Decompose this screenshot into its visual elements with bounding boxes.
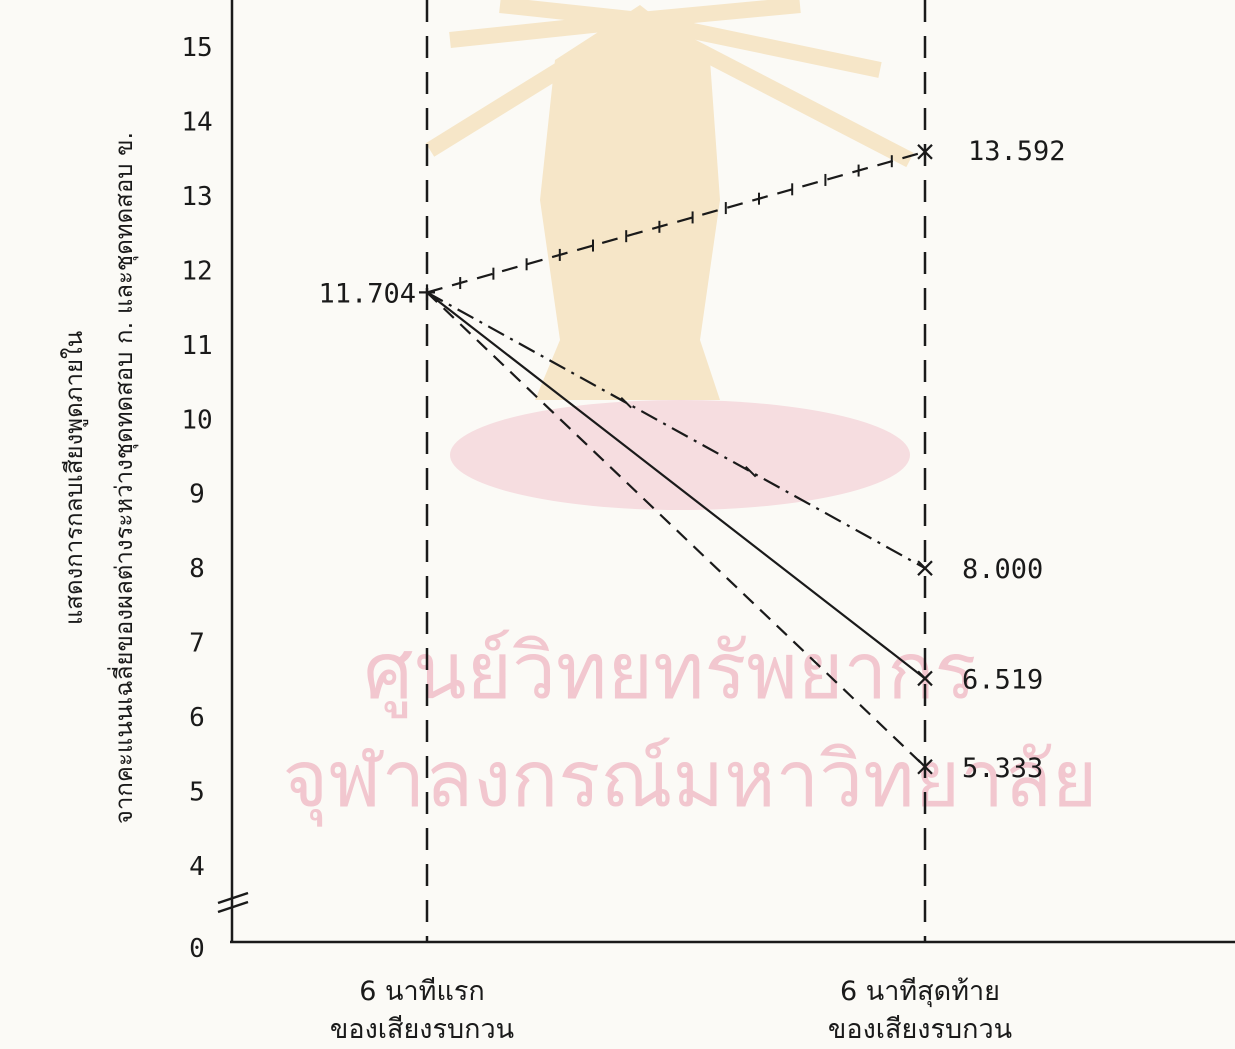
watermark-emblem-rays bbox=[425, 0, 914, 168]
y-tick-label: 11 bbox=[181, 331, 212, 361]
y-tick-label: 15 bbox=[181, 33, 212, 63]
y-tick-label: 0 bbox=[189, 934, 205, 964]
series-marker bbox=[744, 465, 757, 478]
series-line bbox=[426, 150, 926, 294]
series-end-label: 6.519 bbox=[962, 664, 1043, 695]
series-end-label: 8.000 bbox=[962, 554, 1043, 585]
y-tick-label: 6 bbox=[189, 703, 205, 733]
watermark-emblem bbox=[450, 5, 910, 510]
y-tick-label: 4 bbox=[189, 852, 205, 882]
start-point bbox=[419, 284, 435, 301]
y-tick-label: 13 bbox=[181, 182, 212, 212]
series-endpoint bbox=[917, 670, 933, 687]
x-category-label: 6 นาทีแรก bbox=[359, 976, 484, 1007]
series-endpoint bbox=[917, 758, 933, 775]
series-end-label: 13.592 bbox=[968, 136, 1066, 167]
axis-break-marker bbox=[217, 891, 249, 914]
y-axis-title-line1: แสดงการกลบเสียงพูดภายใน bbox=[60, 331, 89, 625]
series-marker bbox=[620, 397, 632, 409]
series-end-label: 5.333 bbox=[962, 753, 1043, 784]
watermark-line1: ศูนย์วิทยทรัพยากร bbox=[364, 627, 977, 718]
y-axis-title-line2: จากคะแนนเฉลี่ยของผลต่างระหว่างชุดทดสอบ ก… bbox=[107, 132, 139, 824]
y-tick-label: 14 bbox=[181, 107, 212, 137]
x-category-label-line2: ของเสียงรบกวน bbox=[330, 1014, 514, 1045]
start-value-label: 11.704 bbox=[318, 278, 416, 309]
y-tick-label: 8 bbox=[189, 554, 205, 584]
x-category-label: 6 นาทีสุดท้าย bbox=[840, 976, 1000, 1008]
series-line bbox=[426, 291, 926, 680]
y-tick-label: 12 bbox=[181, 256, 212, 286]
y-tick-label: 7 bbox=[189, 629, 205, 659]
y-tick-label: 10 bbox=[181, 405, 212, 435]
watermark-line2: จุฬาลงกรณ์มหาวิทยาลัย bbox=[282, 735, 1097, 827]
y-tick-label: 5 bbox=[189, 778, 205, 808]
series-endpoint bbox=[917, 560, 933, 576]
series-line bbox=[426, 291, 926, 570]
series-endpoint bbox=[917, 144, 933, 160]
y-tick-label: 9 bbox=[189, 480, 205, 510]
x-category-label-line2: ของเสียงรบกวน bbox=[828, 1014, 1012, 1045]
